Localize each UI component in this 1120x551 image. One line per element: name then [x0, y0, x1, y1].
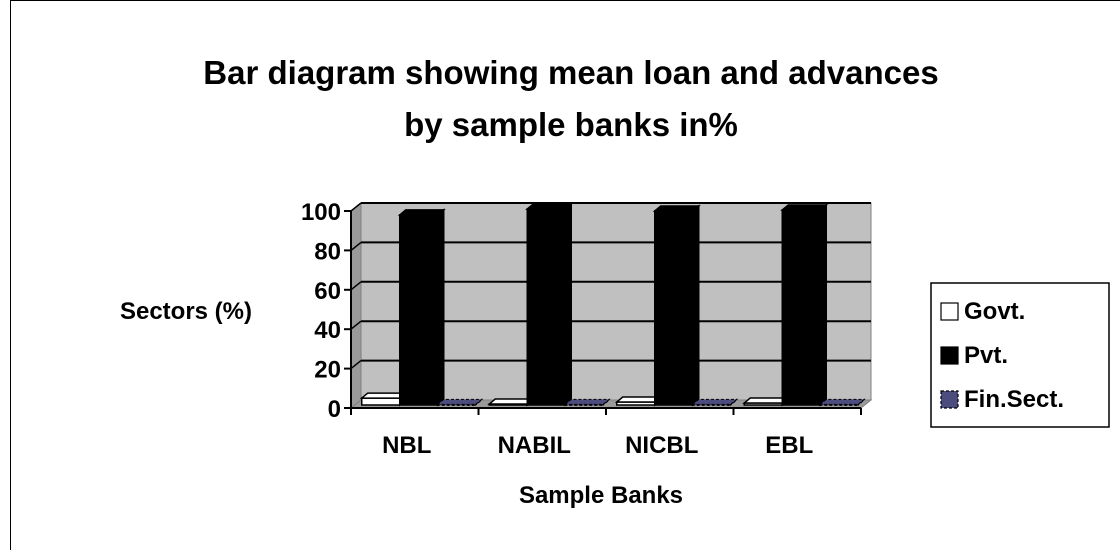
chart-title: Bar diagram showing mean loan and advanc… — [203, 54, 938, 91]
gridline-side — [350, 202, 362, 212]
legend-label: Govt. — [964, 298, 1025, 325]
bar-top — [397, 209, 446, 216]
bar-top — [525, 203, 574, 210]
plot-side-wall — [350, 201, 362, 410]
bar-side — [692, 204, 700, 407]
bar-side — [602, 398, 610, 407]
bar-top — [436, 398, 484, 405]
bar-side — [730, 398, 738, 407]
x-axis-title: Sample Banks — [519, 482, 683, 509]
bar-top — [563, 398, 611, 405]
bar-side — [819, 203, 827, 407]
legend-swatch — [940, 390, 959, 409]
chart-subtitle: by sample banks in% — [404, 106, 738, 143]
gridline-side — [350, 281, 362, 291]
gridline-side — [350, 241, 362, 251]
bar — [781, 209, 821, 406]
legend-box — [930, 282, 1110, 428]
y-tick-label: 100 — [301, 199, 341, 226]
y-tick-labels: 0 20 40 60 80 100 — [301, 199, 341, 423]
x-tick-label: NABIL — [498, 432, 571, 459]
bar — [361, 397, 401, 406]
x-tick-labels: NBL NABIL NICBL EBL — [382, 432, 813, 459]
bar-side — [564, 202, 572, 407]
legend-label: Pvt. — [964, 342, 1008, 369]
bar — [399, 214, 439, 406]
y-tick-label: 60 — [314, 278, 341, 305]
chart-canvas: Bar diagram showing mean loan and advanc… — [120, 54, 1110, 509]
gridline-side — [350, 320, 362, 330]
chart-frame: Bar diagram showing mean loan and advanc… — [10, 0, 1120, 550]
legend: Govt. Pvt. Fin.Sect. — [930, 282, 1110, 428]
x-tick-label: NBL — [382, 432, 431, 459]
x-tick-label: EBL — [765, 432, 813, 459]
y-axis-title: Sectors (%) — [120, 298, 252, 325]
axes — [344, 210, 862, 415]
bars — [359, 202, 866, 407]
gridline-side — [350, 360, 362, 370]
bar — [526, 208, 566, 406]
bar-side — [475, 398, 483, 407]
bar-side — [437, 208, 445, 407]
bar-top — [691, 398, 739, 405]
bar-side — [857, 398, 865, 407]
legend-swatch — [940, 346, 959, 365]
y-tick-label: 40 — [314, 317, 341, 344]
x-tick-label: NICBL — [625, 432, 698, 459]
bar-top — [780, 204, 829, 211]
y-tick-label: 0 — [328, 396, 341, 423]
y-tick-label: 80 — [314, 238, 341, 265]
legend-label: Fin.Sect. — [964, 386, 1064, 413]
y-tick-label: 20 — [314, 357, 341, 384]
bar-top — [818, 398, 866, 405]
bar — [654, 210, 694, 406]
legend-swatch — [940, 302, 959, 321]
bar-top — [652, 205, 701, 212]
